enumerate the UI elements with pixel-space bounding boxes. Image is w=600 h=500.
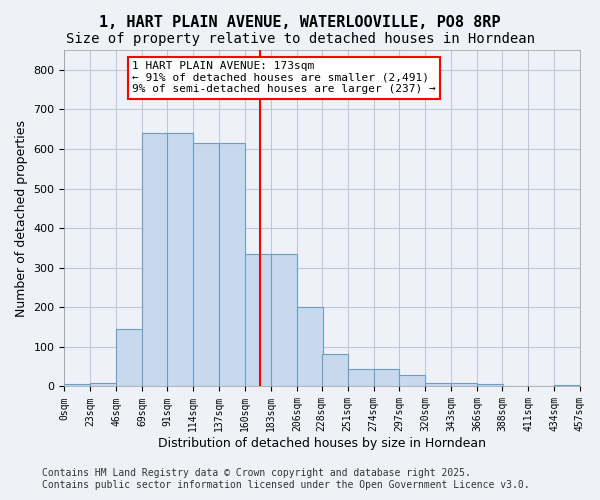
Bar [271,254,297,386]
Y-axis label: Number of detached properties: Number of detached properties [15,120,28,316]
Bar [400,376,425,386]
Bar [167,133,193,386]
Bar [116,329,142,386]
Bar [91,382,116,386]
Bar [64,384,91,386]
Bar [451,382,478,386]
Bar [193,143,219,386]
X-axis label: Distribution of detached houses by size in Horndean: Distribution of detached houses by size … [158,437,486,450]
Text: 1, HART PLAIN AVENUE, WATERLOOVILLE, PO8 8RP: 1, HART PLAIN AVENUE, WATERLOOVILLE, PO8… [99,15,501,30]
Bar [322,354,347,386]
Text: 1 HART PLAIN AVENUE: 173sqm
← 91% of detached houses are smaller (2,491)
9% of s: 1 HART PLAIN AVENUE: 173sqm ← 91% of det… [132,61,436,94]
Bar [425,382,451,386]
Bar [374,368,400,386]
Bar [297,308,323,386]
Bar [478,384,503,386]
Bar [245,254,271,386]
Bar [219,143,245,386]
Bar [347,368,374,386]
Text: Size of property relative to detached houses in Horndean: Size of property relative to detached ho… [65,32,535,46]
Bar [142,133,168,386]
Text: Contains HM Land Registry data © Crown copyright and database right 2025.
Contai: Contains HM Land Registry data © Crown c… [42,468,530,490]
